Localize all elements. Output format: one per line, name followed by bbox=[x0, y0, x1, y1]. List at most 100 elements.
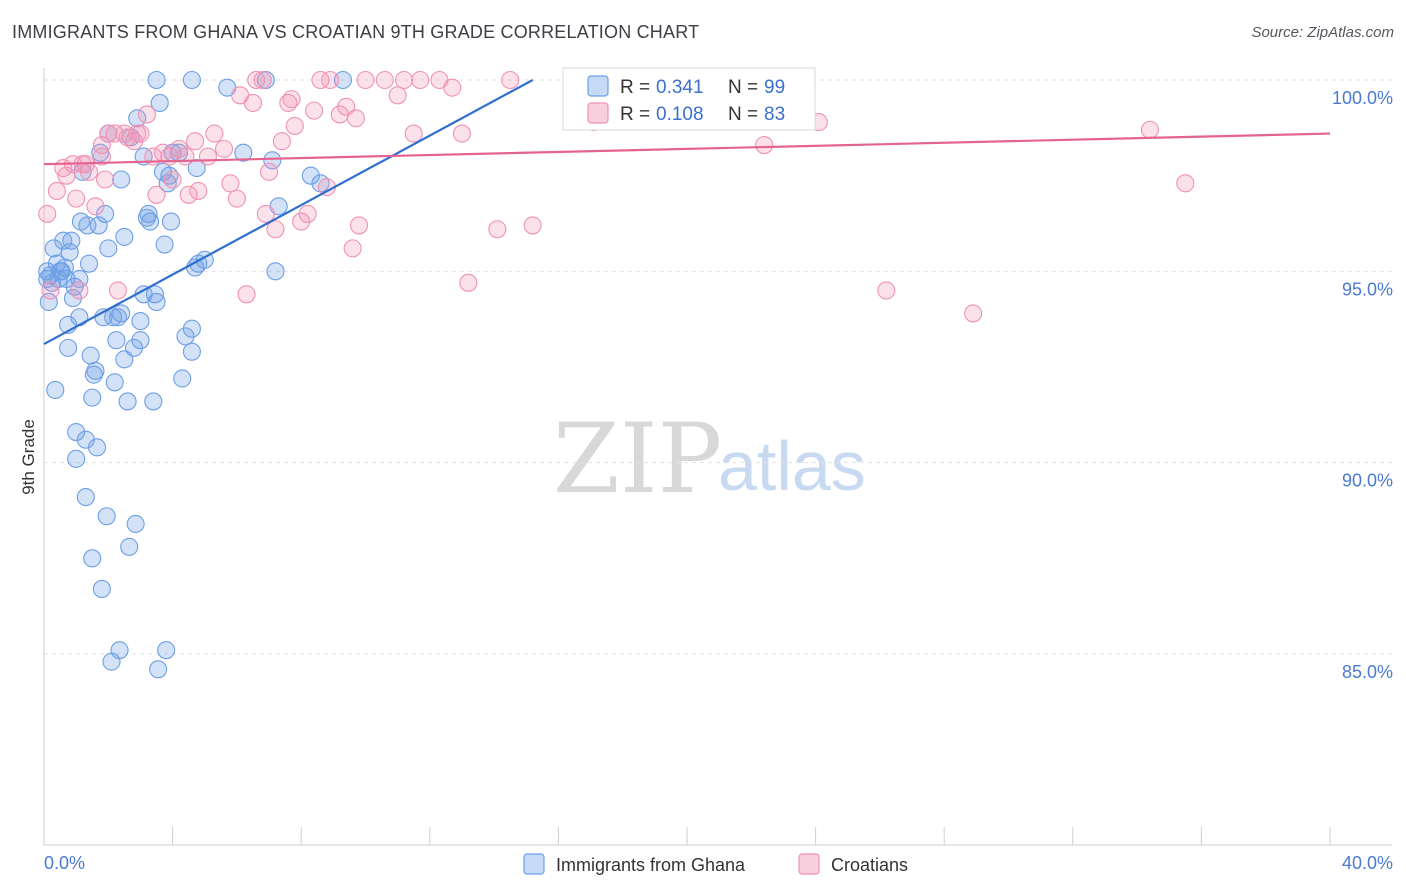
ghana-point bbox=[110, 641, 129, 660]
ghana-trend-line bbox=[43, 79, 534, 346]
ghana-point bbox=[266, 262, 285, 281]
croatians-point bbox=[266, 220, 285, 239]
croatians-point bbox=[186, 132, 205, 151]
croatians-point bbox=[311, 70, 330, 90]
croatians-point bbox=[176, 147, 195, 166]
croatians-point bbox=[256, 204, 275, 223]
croatians-point bbox=[404, 124, 423, 143]
ghana-point bbox=[155, 235, 174, 254]
legend-n-value-ghana: 99 bbox=[764, 77, 785, 98]
legend-n-label-croatians: N = bbox=[728, 104, 758, 125]
croatians-point bbox=[1176, 174, 1195, 193]
ghana-point bbox=[107, 331, 126, 350]
ghana-point bbox=[67, 449, 86, 468]
croatians-point bbox=[305, 101, 324, 120]
correlation-legend: R = 0.341 N = 99 R = 0.108 N = 83 bbox=[562, 67, 816, 131]
croatians-point bbox=[292, 212, 311, 231]
ghana-point bbox=[126, 514, 145, 533]
ghana-point bbox=[76, 488, 95, 507]
bottom-legend-label-croatians: Croatians bbox=[831, 855, 908, 875]
croatians-point bbox=[99, 124, 118, 143]
croatians-point bbox=[523, 216, 542, 235]
croatians-point bbox=[237, 285, 256, 304]
croatians-point bbox=[189, 181, 208, 201]
ghana-point bbox=[182, 70, 201, 90]
croatians-point bbox=[272, 132, 291, 151]
croatians-point bbox=[57, 166, 76, 185]
ghana-point bbox=[128, 109, 147, 128]
ghana-point bbox=[60, 243, 79, 262]
ghana-point bbox=[161, 212, 181, 231]
ghana-point bbox=[83, 388, 102, 407]
croatians-point bbox=[221, 174, 240, 193]
ghana-point bbox=[301, 166, 320, 185]
ghana-point bbox=[59, 338, 78, 357]
croatians-point bbox=[411, 70, 430, 90]
croatians-point bbox=[108, 281, 127, 300]
ghana-point bbox=[182, 342, 201, 361]
ghana-point bbox=[147, 292, 166, 311]
series-legend: Immigrants from Ghana Croatians bbox=[523, 853, 908, 875]
croatians-point bbox=[86, 197, 105, 216]
croatians-trend-line bbox=[43, 132, 1331, 166]
croatians-point bbox=[395, 70, 414, 90]
croatians-point bbox=[96, 170, 115, 189]
croatians-point bbox=[131, 124, 150, 143]
ghana-point bbox=[79, 254, 99, 273]
croatians-point bbox=[285, 116, 304, 135]
croatians-point bbox=[67, 189, 86, 208]
croatians-point bbox=[247, 70, 266, 90]
croatians-point bbox=[47, 181, 66, 201]
croatians-point bbox=[452, 124, 472, 143]
croatians-point bbox=[350, 216, 369, 235]
axes bbox=[43, 68, 1392, 846]
ghana-point bbox=[105, 373, 124, 392]
ghana-point bbox=[234, 143, 253, 162]
y-tick-label: 90.0% bbox=[1342, 471, 1393, 491]
ghana-point bbox=[63, 289, 82, 308]
ghana-point bbox=[83, 549, 102, 568]
ghana-point bbox=[263, 151, 282, 170]
ghana-point bbox=[96, 204, 115, 223]
croatians-point bbox=[198, 147, 218, 166]
ghana-point bbox=[147, 70, 166, 90]
trend-lines bbox=[43, 79, 1331, 346]
croatians-point bbox=[443, 78, 462, 97]
ghana-point bbox=[333, 70, 353, 90]
ghana-point bbox=[141, 212, 160, 231]
x-tick-label: 0.0% bbox=[44, 853, 85, 873]
ghana-point bbox=[157, 641, 176, 660]
grid-lines bbox=[44, 79, 1392, 655]
croatians-point bbox=[243, 93, 263, 113]
legend-r-label-croatians: R = bbox=[620, 104, 650, 125]
legend-n-label-ghana: N = bbox=[728, 77, 758, 98]
ghana-point bbox=[144, 392, 163, 411]
ghana-point bbox=[131, 312, 150, 331]
ghana-point bbox=[150, 93, 169, 113]
ghana-point bbox=[124, 338, 144, 357]
croatians-point bbox=[459, 273, 478, 292]
x-tick-label: 40.0% bbox=[1342, 853, 1393, 873]
croatians-point bbox=[179, 185, 198, 204]
ghana-point bbox=[92, 579, 111, 598]
tick-labels: 85.0% 90.0% 95.0% 100.0% 0.0% 40.0% bbox=[44, 88, 1393, 873]
y-tick-label: 100.0% bbox=[1332, 88, 1393, 108]
watermark-zip: ZIP bbox=[553, 403, 722, 515]
ghana-point bbox=[118, 392, 137, 411]
watermark: ZIP atlas bbox=[553, 403, 866, 515]
croatians-point bbox=[356, 70, 375, 90]
croatians-point bbox=[163, 170, 182, 189]
ghana-point bbox=[112, 170, 131, 189]
croatians-point bbox=[253, 70, 272, 90]
ghana-point bbox=[62, 231, 81, 250]
legend-r-value-ghana: 0.341 bbox=[656, 77, 704, 98]
ghana-point bbox=[145, 285, 164, 304]
ghana-point bbox=[46, 380, 65, 400]
ghana-point bbox=[112, 304, 131, 323]
croatians-point bbox=[343, 239, 362, 258]
croatians-point bbox=[227, 189, 246, 208]
croatians-point bbox=[877, 281, 896, 300]
bottom-legend-label-ghana: Immigrants from Ghana bbox=[556, 855, 746, 875]
ghana-point bbox=[89, 216, 108, 235]
